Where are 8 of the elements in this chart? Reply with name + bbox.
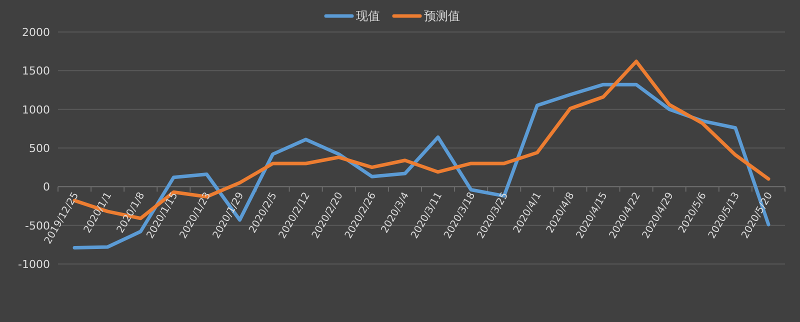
legend-label: 预测值 (424, 9, 460, 23)
y-tick-label: 0 (43, 180, 50, 194)
y-tick-label: 1500 (22, 64, 50, 78)
y-tick-label: 1000 (22, 103, 50, 116)
y-tick-label: 2000 (22, 26, 50, 39)
legend-label: 现值 (356, 9, 380, 23)
y-tick-label: 500 (29, 142, 50, 155)
y-tick-label: -1000 (18, 258, 50, 271)
